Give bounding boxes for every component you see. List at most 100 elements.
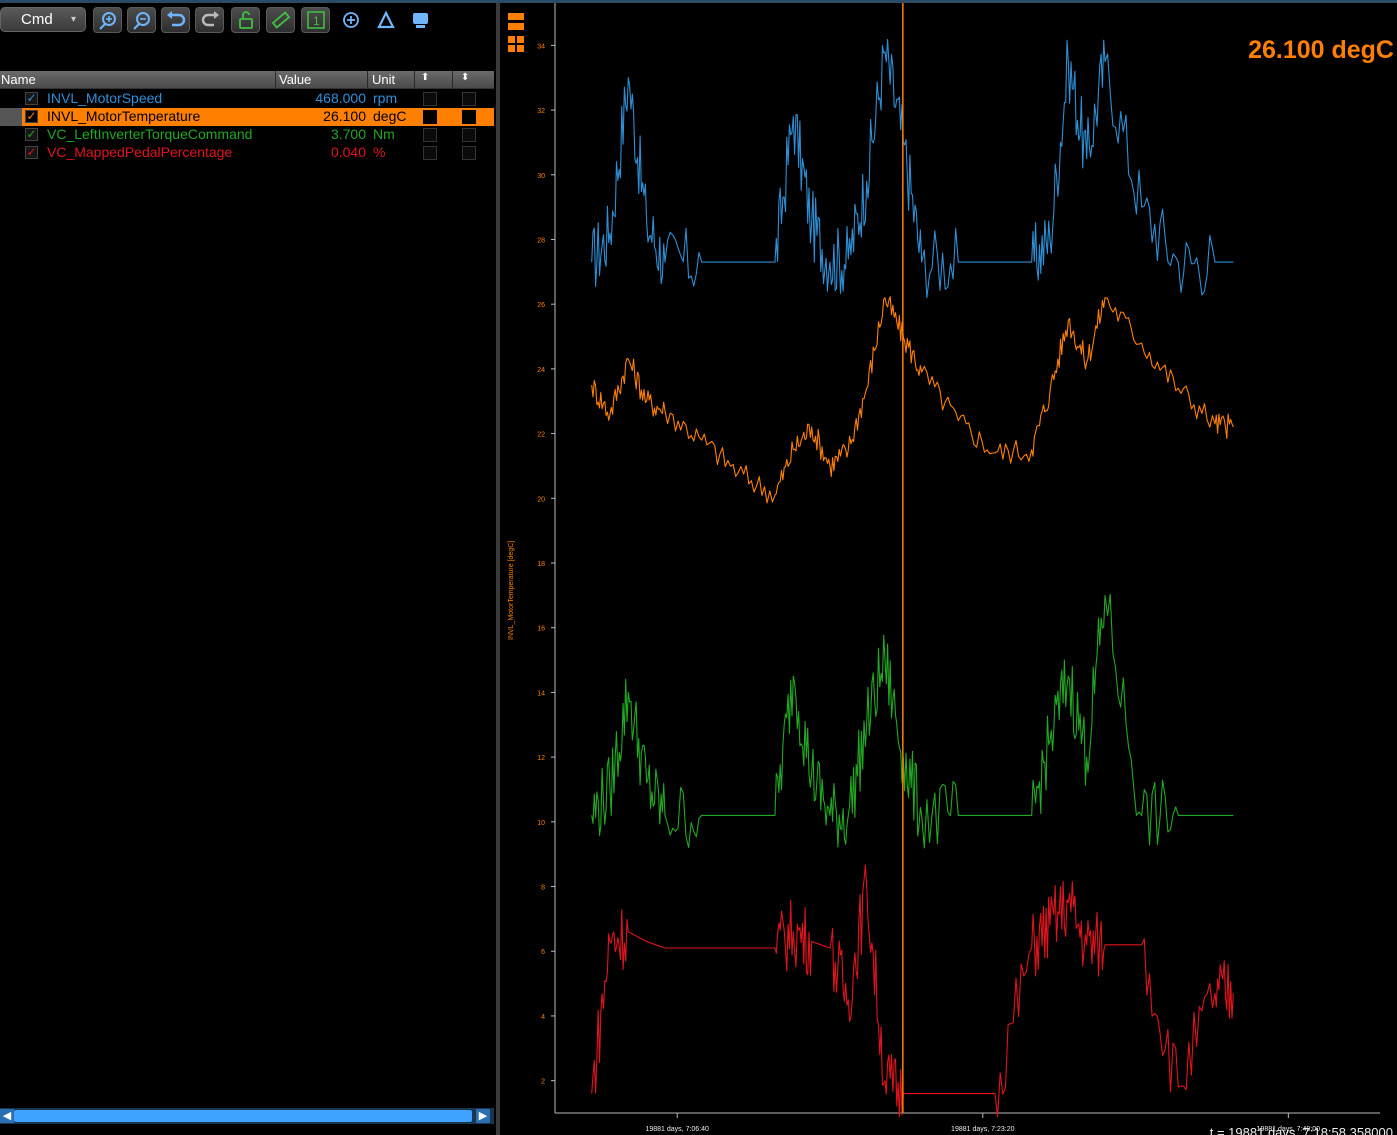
y-tick-label: 6 — [541, 949, 545, 956]
scrollbar-thumb[interactable] — [14, 1110, 472, 1122]
axis-checkbox[interactable] — [462, 128, 476, 142]
window-top-border — [0, 0, 1397, 3]
axis-checkbox[interactable] — [462, 110, 476, 124]
scroll-right-button[interactable]: ▶ — [476, 1109, 490, 1123]
signal-panel — [0, 3, 496, 1135]
y-tick-label: 22 — [537, 432, 545, 439]
y-tick-label: 34 — [537, 43, 545, 50]
signal-name: INVL_MotorSpeed — [47, 90, 163, 106]
pin-checkbox[interactable] — [423, 146, 437, 160]
visibility-checkbox[interactable]: ✓ — [25, 109, 38, 123]
signal-unit: degC — [373, 108, 407, 124]
window-button[interactable] — [406, 7, 435, 33]
window-icon — [413, 13, 428, 28]
crosshair-icon — [343, 12, 359, 28]
cmd-dropdown[interactable]: Cmd ▾ — [0, 7, 86, 32]
plot-layout-control[interactable] — [507, 12, 525, 54]
visibility-checkbox[interactable]: ✓ — [25, 145, 38, 159]
series-line-3 — [591, 864, 1234, 1118]
column-divider[interactable] — [414, 71, 415, 89]
layout-icon — [508, 13, 524, 52]
y-tick-label: 24 — [537, 367, 545, 374]
cursor-value-display: 26.100 degC — [1248, 36, 1394, 64]
y-tick-label: 10 — [537, 820, 545, 827]
y-tick-label: 26 — [537, 302, 545, 309]
visibility-checkbox[interactable]: ✓ — [25, 127, 38, 141]
x-tick-label: 19881 days, 7:40:00 — [1257, 1126, 1321, 1133]
visibility-checkbox[interactable]: ✓ — [25, 91, 38, 105]
zoom-in-icon — [99, 12, 116, 30]
unlock-icon — [239, 11, 253, 29]
delta-icon — [377, 10, 395, 29]
column-divider[interactable] — [275, 71, 276, 89]
series-line-1 — [591, 296, 1234, 504]
single-axis-button[interactable]: 1 — [301, 7, 330, 33]
header-value[interactable]: Value — [279, 72, 312, 87]
y-tick-label: 28 — [537, 237, 545, 244]
signal-unit: % — [373, 144, 386, 160]
y-tick-label: 4 — [541, 1014, 545, 1021]
series-line-0 — [591, 38, 1234, 299]
pin-checkbox[interactable] — [423, 92, 437, 106]
y-tick-label: 8 — [541, 885, 545, 892]
signal-value: 0.040 — [330, 144, 366, 160]
unlock-button[interactable] — [231, 7, 260, 33]
ruler-icon — [271, 11, 291, 29]
cmd-dropdown-label: Cmd — [21, 11, 53, 28]
chevron-down-icon: ▾ — [70, 14, 76, 25]
toolbar: Cmd ▾ 1 — [0, 3, 496, 33]
one-icon: 1 — [307, 11, 325, 29]
column-divider[interactable] — [452, 71, 453, 89]
scroll-left-button[interactable]: ◀ — [0, 1109, 14, 1123]
signal-name: VC_LeftInverterTorqueCommand — [47, 126, 253, 142]
header-sort-icon[interactable]: ⬍ — [461, 72, 470, 83]
signal-value: 3.700 — [330, 126, 366, 142]
panel-splitter[interactable] — [496, 3, 500, 1135]
signal-row-pedal-percentage[interactable]: ✓ VC_MappedPedalPercentage 0.040 % — [0, 144, 494, 162]
header-unit[interactable]: Unit — [372, 72, 396, 87]
signal-row-torque-command[interactable]: ✓ VC_LeftInverterTorqueCommand 3.700 Nm — [0, 126, 494, 144]
ruler-button[interactable] — [266, 7, 295, 33]
column-divider[interactable] — [367, 71, 368, 89]
redo-icon — [201, 11, 219, 27]
x-tick-label: 19881 days, 7:23:20 — [951, 1126, 1015, 1133]
header-pin-icon[interactable]: ⬆ — [421, 72, 430, 83]
redo-button[interactable] — [195, 7, 224, 33]
cursor-time-readout: t = 19881 days, 7:18:58.358000 — [1209, 1125, 1393, 1135]
pin-checkbox[interactable] — [423, 128, 437, 142]
crosshair-button[interactable] — [336, 7, 365, 33]
row-selection-handle[interactable] — [0, 108, 22, 126]
y-tick-label: 16 — [537, 626, 545, 633]
pin-checkbox[interactable] — [423, 110, 437, 124]
y-tick-label: 14 — [537, 690, 545, 697]
signal-row-motor-temperature[interactable]: ✓ INVL_MotorTemperature 26.100 degC — [0, 108, 494, 126]
signal-name: VC_MappedPedalPercentage — [47, 144, 233, 160]
y-tick-label: 12 — [537, 755, 545, 762]
y-tick-label: 18 — [537, 561, 545, 568]
delta-button[interactable] — [371, 7, 400, 33]
svg-text:1: 1 — [313, 14, 320, 28]
x-tick-label: 19881 days, 7:06:40 — [645, 1126, 709, 1133]
axis-checkbox[interactable] — [462, 92, 476, 106]
signal-row-motor-speed[interactable]: ✓ INVL_MotorSpeed 468.000 rpm — [0, 90, 494, 108]
y-tick-label: 2 — [541, 1079, 545, 1086]
zoom-out-button[interactable] — [127, 7, 156, 33]
header-name[interactable]: Name — [1, 72, 36, 87]
series-line-2 — [591, 593, 1234, 849]
zoom-in-button[interactable] — [93, 7, 122, 33]
signal-name: INVL_MotorTemperature — [47, 108, 201, 124]
y-tick-label: 30 — [537, 173, 545, 180]
undo-button[interactable] — [161, 7, 190, 33]
signal-value: 468.000 — [315, 90, 366, 106]
zoom-out-icon — [133, 12, 150, 30]
y-tick-label: 32 — [537, 108, 545, 115]
axis-checkbox[interactable] — [462, 146, 476, 160]
y-tick-label: 20 — [537, 496, 545, 503]
signal-table-header: Name Value Unit ⬆ ⬍ — [0, 71, 494, 89]
signal-unit: rpm — [373, 90, 398, 106]
signal-value: 26.100 — [323, 108, 366, 124]
horizontal-scrollbar[interactable]: ◀ ▶ — [0, 1108, 494, 1124]
signal-unit: Nm — [373, 126, 395, 142]
undo-icon — [167, 11, 186, 27]
